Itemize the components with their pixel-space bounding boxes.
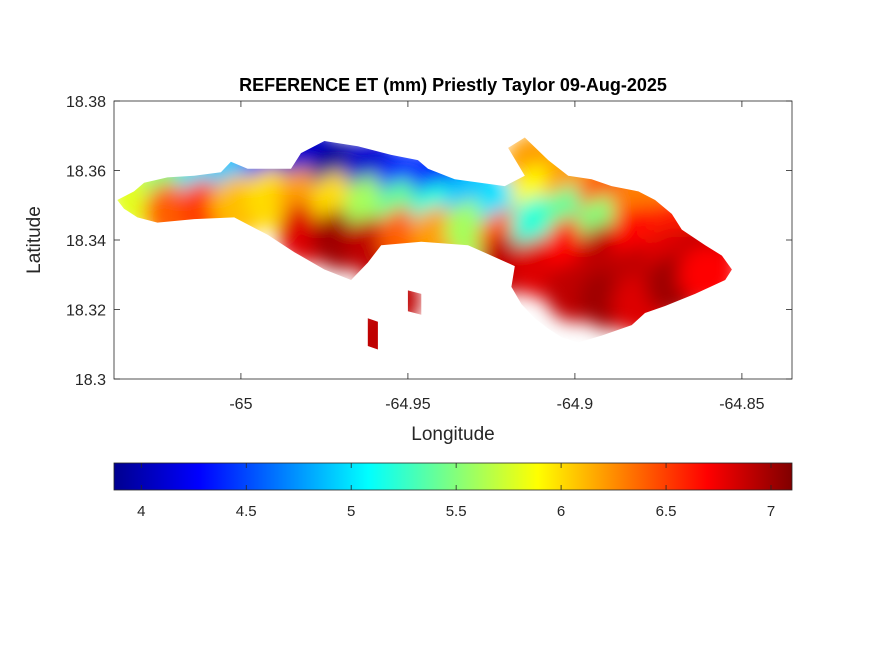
colorbar-tick-label: 5	[347, 503, 355, 520]
colorbar-tick-label: 6.5	[656, 503, 677, 520]
y-tick-label: 18.32	[66, 303, 106, 320]
colorbar-tick-label: 4.5	[236, 503, 257, 520]
x-tick-label: -65	[229, 396, 252, 413]
colorbar: 4 4.5 5 5.5 6 6.5 7	[113, 462, 793, 520]
colorbar-tick-label: 6	[557, 503, 565, 520]
x-tick-label: -64.85	[719, 396, 764, 413]
plot-area: -65 -64.95 -64.9 -64.85 18.3 18.32 18.34 18.36…	[66, 94, 793, 413]
colorbar-tick-label: 7	[767, 503, 775, 520]
x-tick-label: -64.95	[385, 396, 430, 413]
colorbar-gradient	[113, 462, 793, 491]
y-tick-label: 18.36	[66, 164, 106, 181]
colorbar-tick-label: 5.5	[446, 503, 467, 520]
x-axis-label: Longitude	[411, 424, 494, 445]
colorbar-tick-label: 4	[137, 503, 145, 520]
y-tick-label: 18.34	[66, 233, 106, 250]
chart-title: REFERENCE ET (mm) Priestly Taylor 09-Aug…	[239, 75, 667, 95]
x-tick-label: -64.9	[557, 396, 594, 413]
y-tick-label: 18.3	[75, 372, 106, 389]
y-axis-label: Latitude	[24, 206, 45, 274]
y-tick-label: 18.38	[66, 94, 106, 111]
